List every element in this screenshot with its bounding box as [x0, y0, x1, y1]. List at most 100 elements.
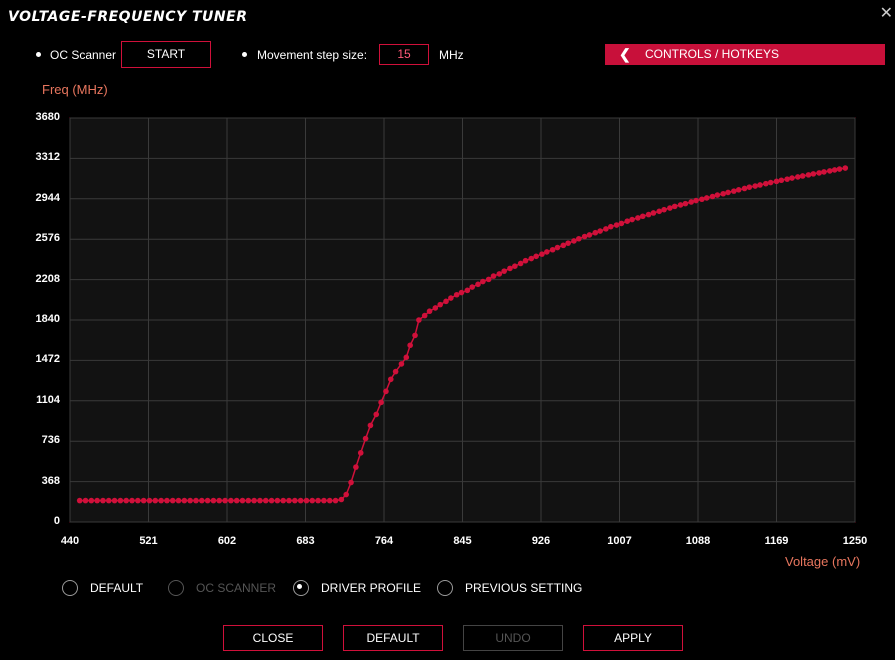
vf-curve-point[interactable]: [767, 179, 774, 186]
vf-curve-point[interactable]: [309, 497, 316, 504]
vf-curve-point[interactable]: [286, 497, 292, 504]
vf-curve-point[interactable]: [581, 233, 588, 240]
vf-curve-point[interactable]: [485, 276, 492, 283]
vf-curve-point[interactable]: [383, 388, 389, 395]
vf-curve-point[interactable]: [233, 497, 240, 504]
vf-curve-point[interactable]: [251, 497, 257, 504]
vf-curve-point[interactable]: [533, 253, 539, 260]
vf-curve-point[interactable]: [117, 497, 124, 504]
vf-curve-point[interactable]: [682, 200, 689, 207]
vf-curve-point[interactable]: [326, 497, 333, 504]
vf-curve-point[interactable]: [554, 244, 561, 251]
vf-curve-point[interactable]: [458, 289, 465, 296]
vf-curve-point[interactable]: [795, 174, 801, 180]
vf-curve-point[interactable]: [303, 497, 310, 504]
start-button[interactable]: START: [121, 41, 211, 68]
vf-curve-point[interactable]: [338, 496, 345, 503]
vf-curve-point[interactable]: [123, 497, 130, 504]
controls-hotkeys-button[interactable]: ❮ CONTROLS / HOTKEYS: [605, 44, 885, 65]
vf-curve-point[interactable]: [575, 235, 582, 242]
vf-curve-point[interactable]: [88, 497, 95, 504]
vf-curve-point[interactable]: [448, 295, 454, 301]
vf-curve-point[interactable]: [100, 497, 106, 504]
vf-curve-point[interactable]: [597, 228, 603, 234]
radio-previous-setting[interactable]: [437, 580, 453, 596]
vf-curve-point[interactable]: [193, 497, 199, 504]
vf-curve-point[interactable]: [720, 190, 726, 197]
vf-curve-point[interactable]: [421, 312, 428, 319]
vf-curve-points[interactable]: [76, 165, 849, 504]
vf-curve-point[interactable]: [735, 186, 742, 193]
vf-curve-point[interactable]: [94, 497, 100, 504]
vf-curve-point[interactable]: [699, 196, 705, 203]
vf-curve-point[interactable]: [831, 167, 838, 173]
vf-curve-point[interactable]: [228, 497, 234, 504]
vf-curve-point[interactable]: [216, 497, 223, 504]
vf-curve-point[interactable]: [274, 497, 281, 504]
vf-curve-point[interactable]: [656, 208, 663, 215]
vf-curve-point[interactable]: [158, 497, 164, 504]
vf-curve-point[interactable]: [816, 170, 822, 176]
apply-button[interactable]: APPLY: [583, 625, 683, 651]
vf-curve-point[interactable]: [175, 497, 182, 504]
vf-curve-point[interactable]: [827, 168, 833, 174]
vf-curve-point[interactable]: [741, 185, 748, 192]
vf-curve-point[interactable]: [164, 497, 170, 504]
step-size-input[interactable]: 15: [379, 44, 429, 65]
vf-curve-point[interactable]: [639, 213, 646, 220]
vf-curve-point[interactable]: [490, 273, 497, 279]
vf-curve-point[interactable]: [321, 497, 327, 504]
vf-curve-point[interactable]: [187, 497, 193, 504]
vf-curve-point[interactable]: [842, 165, 849, 171]
vf-curve-point[interactable]: [453, 291, 460, 298]
vf-curve-point[interactable]: [618, 220, 625, 227]
default-button[interactable]: DEFAULT: [343, 625, 443, 651]
vf-curve-point[interactable]: [475, 281, 481, 288]
vf-curve-point[interactable]: [437, 301, 444, 308]
vf-curve-point[interactable]: [528, 255, 535, 262]
vf-curve-point[interactable]: [507, 265, 513, 272]
vf-curve-point[interactable]: [496, 271, 503, 277]
vf-curve-point[interactable]: [549, 246, 556, 253]
vf-curve-point[interactable]: [703, 195, 710, 201]
vf-curve-point[interactable]: [181, 497, 188, 504]
vf-curve-point[interactable]: [763, 180, 769, 187]
vf-curve-point[interactable]: [714, 192, 721, 198]
vf-curve-point[interactable]: [565, 240, 571, 246]
vf-curve-point[interactable]: [204, 497, 211, 504]
vf-curve-point[interactable]: [480, 278, 486, 285]
vf-curve-point[interactable]: [789, 175, 795, 181]
vf-curve-point[interactable]: [129, 497, 135, 504]
vf-curve-point[interactable]: [661, 206, 667, 213]
vf-curve-point[interactable]: [268, 497, 275, 504]
vf-curve-point[interactable]: [82, 497, 89, 504]
vf-curve-point[interactable]: [677, 202, 684, 208]
vf-curve-point[interactable]: [784, 176, 790, 182]
vf-curve-point[interactable]: [592, 229, 599, 236]
vf-curve-point[interactable]: [464, 287, 471, 294]
vf-curve-point[interactable]: [357, 450, 364, 456]
vf-curve-point[interactable]: [239, 497, 246, 504]
vf-curve-point[interactable]: [76, 497, 83, 504]
vf-curve-point[interactable]: [522, 257, 529, 264]
vf-curve-point[interactable]: [348, 479, 354, 486]
vf-curve-point[interactable]: [343, 491, 350, 498]
vf-curve-point[interactable]: [387, 376, 394, 383]
vf-curve-point[interactable]: [613, 222, 620, 228]
vf-curve-point[interactable]: [378, 399, 384, 406]
vf-curve-point[interactable]: [512, 263, 518, 270]
vf-curve-point[interactable]: [645, 211, 652, 218]
vf-curve-point[interactable]: [140, 497, 147, 504]
vf-curve-point[interactable]: [135, 497, 141, 504]
vf-curve-point[interactable]: [315, 497, 321, 504]
vf-curve-point[interactable]: [746, 184, 753, 190]
vf-curve-point[interactable]: [757, 182, 763, 188]
vf-curve-point[interactable]: [778, 177, 785, 184]
vf-curve-point[interactable]: [571, 238, 577, 244]
vf-curve-point[interactable]: [693, 197, 699, 204]
vf-curve-point[interactable]: [222, 497, 228, 504]
vf-curve-point[interactable]: [607, 223, 614, 230]
vf-curve-point[interactable]: [443, 298, 449, 305]
vf-curve-point[interactable]: [332, 497, 339, 504]
